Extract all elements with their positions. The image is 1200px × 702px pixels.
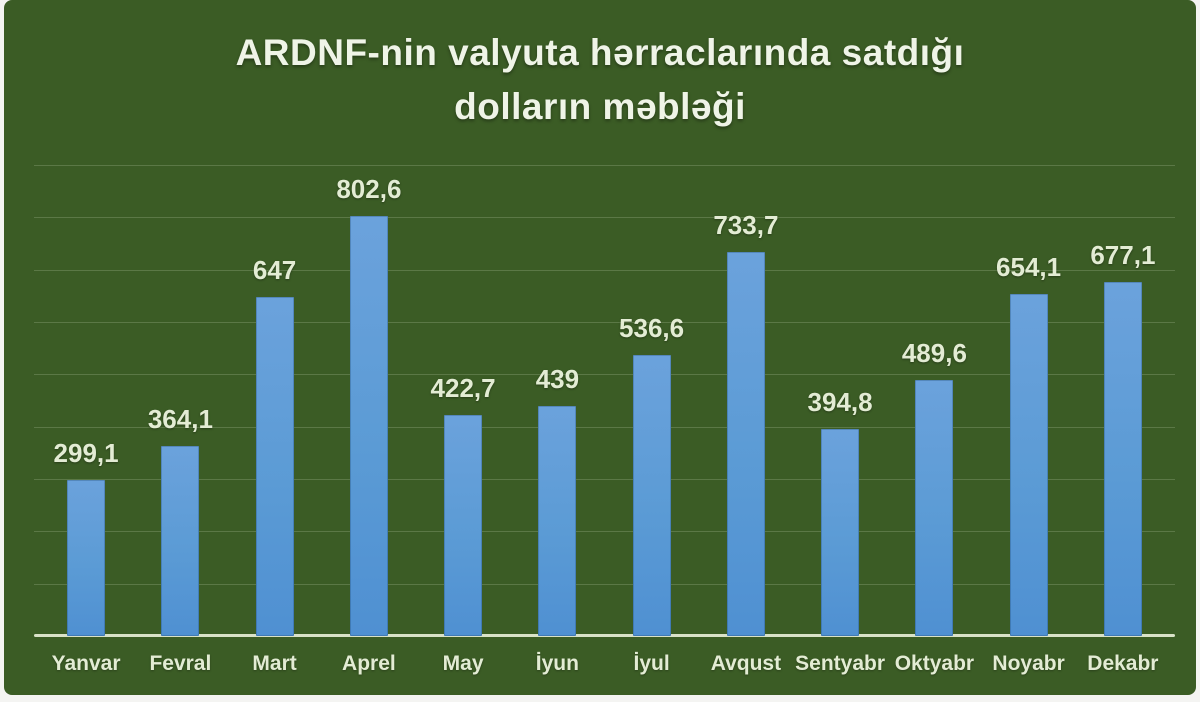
bar-value-label: 536,6 [619,313,685,344]
bar [161,445,200,636]
gridline [34,269,1175,271]
x-axis-label: Yanvar [51,652,121,675]
chart-card: ARDNF-nin valyuta hərraclarında satdığı … [4,0,1196,695]
bar-value-label: 733,7 [713,210,779,240]
gridline [34,217,1175,219]
x-axis-label: Dekabr [1087,652,1159,675]
gridline [34,374,1175,376]
chart-title-line1: ARDNF-nin valyuta hərraclarında satdığı [235,32,965,73]
x-axis-label: Noyabr [992,652,1065,675]
bar [632,355,671,636]
bar-value-label: 802,6 [336,174,402,204]
gridline [34,583,1175,585]
bar-value-label: 654,1 [996,251,1062,282]
gridline [34,426,1175,428]
bar [538,406,577,636]
x-axis-label: İyul [633,652,670,675]
bar-value-label: 489,6 [901,337,967,368]
bar-value-label: 439 [535,364,580,395]
x-axis-label: Sentyabr [795,652,886,675]
bar [67,479,106,636]
plot-area: 299,1 Yanvar 364,1 Fevral 647 Mart 802,6 Aprel 4… [4,0,1196,695]
x-axis-label: May [442,652,484,675]
bar-value-label: 299,1 [53,437,119,468]
x-axis-label: Aprel [342,652,396,675]
x-axis-label: Oktyabr [894,652,975,675]
bar-value-label: 364,1 [147,403,213,434]
gridline [34,322,1175,323]
bar-value-label: 677,1 [1090,239,1156,270]
x-axis-label: Avqust [710,652,782,675]
gridline [34,479,1175,480]
bar [1103,281,1142,636]
x-axis-label: Fevral [149,652,212,675]
bar [444,414,483,636]
bar [821,429,860,636]
x-axis-label: İyun [535,652,579,675]
bar-value-label: 647 [252,255,297,286]
gridline [34,165,1175,166]
x-axis-label: Mart [252,652,297,675]
bar [1009,293,1048,636]
bar-value-label: 422,7 [430,372,496,403]
x-axis-line [34,634,1175,637]
bar [726,252,765,636]
gridline [34,531,1175,533]
chart-title-line2: dolların məbləği [454,85,746,127]
bar [255,297,294,636]
chart-title: ARDNF-nin valyuta hərraclarında satdığı … [4,26,1196,133]
bar-value-label: 394,8 [807,387,873,418]
bar [349,216,388,636]
bar [915,379,954,636]
